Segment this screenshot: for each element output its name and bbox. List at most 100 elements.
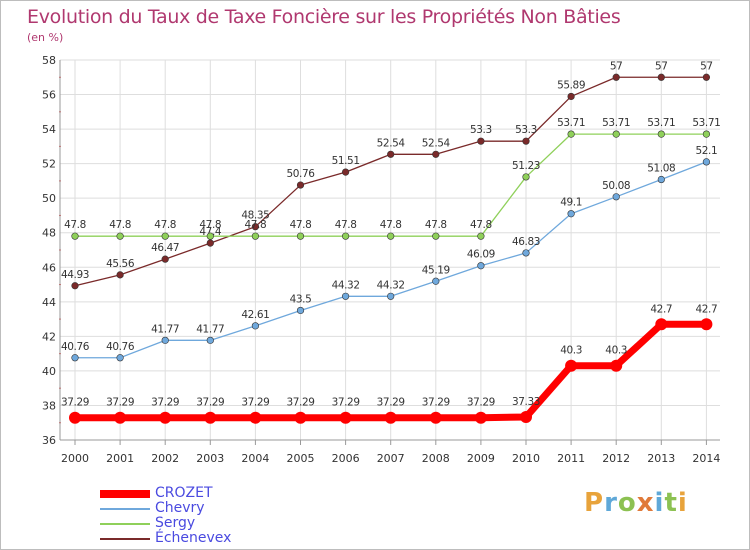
- data-point: [612, 193, 620, 201]
- data-point: [161, 255, 169, 263]
- data-point: [477, 262, 485, 270]
- data-point: [700, 318, 713, 331]
- legend-item-crozet: CROZET: [100, 485, 300, 501]
- y-tick-label: 46: [42, 261, 56, 274]
- data-point: [567, 92, 575, 101]
- data-label: 47.8: [199, 219, 221, 231]
- data-label: 57: [700, 60, 713, 72]
- legend-label: Chevry: [155, 500, 205, 516]
- data-label: 42.7: [696, 303, 718, 315]
- data-point: [251, 322, 259, 330]
- data-point: [116, 232, 124, 240]
- data-label: 53.3: [470, 124, 492, 136]
- data-point: [249, 411, 262, 424]
- data-label: 51.51: [332, 155, 360, 167]
- data-point: [71, 282, 79, 290]
- y-tick-label: 38: [42, 399, 56, 412]
- data-label: 50.76: [286, 168, 315, 180]
- x-tick-label: 2009: [467, 452, 495, 465]
- data-point: [384, 411, 397, 424]
- data-label: 37.29: [332, 397, 360, 409]
- data-label: 40.3: [605, 345, 627, 357]
- legend-swatch: [100, 508, 150, 510]
- data-point: [159, 411, 172, 424]
- plot-area: [60, 60, 720, 440]
- data-point: [477, 232, 485, 240]
- data-label: 47.8: [64, 219, 86, 231]
- data-label: 41.77: [151, 323, 179, 335]
- data-label: 47.8: [245, 219, 267, 231]
- data-label: 37.29: [422, 397, 450, 409]
- data-point: [432, 150, 440, 158]
- data-point: [296, 232, 305, 240]
- unit-label: (en %): [27, 31, 64, 44]
- data-label: 50.08: [602, 180, 630, 192]
- data-point: [429, 411, 442, 424]
- data-point: [657, 73, 665, 81]
- data-point: [477, 137, 485, 145]
- data-point: [702, 73, 711, 81]
- data-label: 40.3: [560, 345, 582, 357]
- data-point: [702, 158, 711, 166]
- data-label: 37.29: [241, 397, 269, 409]
- data-label: 45.19: [422, 264, 450, 276]
- data-point: [116, 271, 124, 279]
- data-label: 47.8: [335, 219, 357, 231]
- x-tick-label: 2013: [647, 452, 675, 465]
- y-tick-label: 36: [42, 434, 56, 447]
- data-point: [296, 306, 305, 315]
- y-tick-label: 56: [42, 89, 56, 102]
- legend-label: Échenevex: [155, 530, 232, 546]
- data-point: [657, 175, 665, 184]
- y-tick-label: 54: [42, 123, 56, 136]
- data-label: 42.7: [650, 303, 672, 315]
- data-point: [702, 130, 711, 138]
- legend-swatch: [100, 490, 150, 498]
- data-label: 45.56: [106, 258, 135, 270]
- y-tick-label: 42: [42, 330, 56, 343]
- x-tick-label: 2004: [241, 452, 269, 465]
- data-point: [567, 210, 575, 218]
- data-point: [387, 150, 395, 158]
- data-label: 48.35: [241, 210, 269, 222]
- data-label: 52.54: [377, 137, 406, 149]
- data-point: [69, 411, 81, 424]
- data-label: 51.08: [647, 163, 675, 175]
- chart-legend: CROZET Chevry Sergy Échenevex: [100, 485, 300, 546]
- data-label: 57: [610, 60, 623, 72]
- data-label: 53.3: [515, 124, 537, 136]
- data-point: [474, 411, 487, 424]
- data-point: [342, 292, 350, 300]
- data-point: [522, 249, 530, 257]
- data-label: 37.29: [377, 397, 405, 409]
- data-point: [206, 232, 214, 240]
- data-point: [567, 130, 575, 138]
- data-label: 37.29: [467, 397, 495, 409]
- y-tick-label: 58: [42, 54, 56, 67]
- data-point: [339, 411, 352, 424]
- chart-title: Evolution du Taux de Taxe Foncière sur l…: [27, 6, 621, 28]
- data-label: 37.29: [196, 397, 224, 409]
- data-label: 37.29: [286, 397, 314, 409]
- data-point: [342, 168, 350, 176]
- data-point: [655, 318, 668, 331]
- legend-swatch: [100, 523, 150, 525]
- data-label: 37.29: [151, 397, 179, 409]
- data-point: [114, 411, 127, 424]
- legend-swatch: [100, 538, 150, 540]
- data-point: [387, 232, 395, 240]
- data-point: [657, 130, 665, 138]
- legend-label: Sergy: [155, 515, 196, 531]
- data-point: [251, 232, 259, 240]
- x-tick-label: 2001: [106, 452, 134, 465]
- data-point: [206, 239, 214, 247]
- x-tick-label: 2014: [692, 452, 720, 465]
- legend-item-chevry: Chevry: [100, 500, 300, 516]
- legend-label: CROZET: [155, 485, 213, 501]
- data-label: 53.71: [692, 117, 720, 129]
- proxiti-logo: Proxiti: [584, 488, 688, 518]
- data-point: [522, 173, 530, 181]
- data-label: 47.8: [470, 219, 492, 231]
- data-label: 44.32: [377, 279, 405, 291]
- data-label: 51.23: [512, 160, 540, 172]
